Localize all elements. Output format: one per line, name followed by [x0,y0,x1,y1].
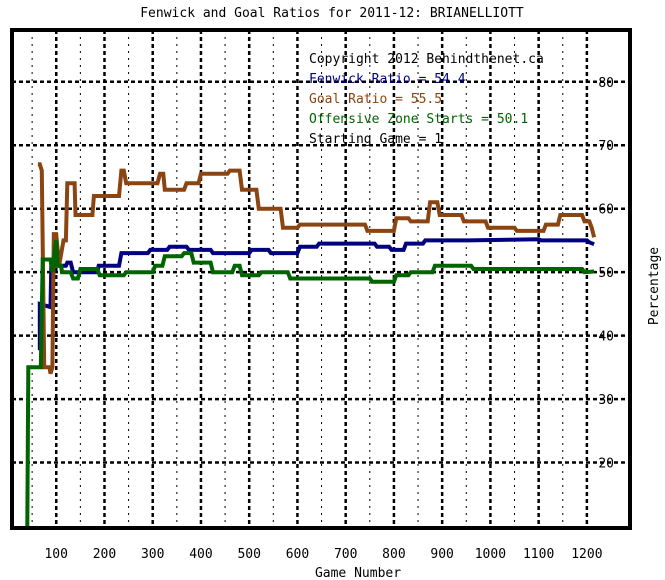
grid [12,30,630,528]
annotations: Copyright 2012 Behindthenet.ca Fenwick Ra… [309,52,544,147]
series-line-offensive-zone-starts [25,240,595,527]
chart-title: Fenwick and Goal Ratios for 2011-12: BRI… [140,6,524,21]
series-line-goal-ratio [37,162,597,375]
x-tick-label: 900 [430,547,453,562]
series-group [25,162,597,527]
x-tick-label: 1200 [571,547,602,562]
x-tick-label: 100 [44,547,67,562]
y-tick-label: 40 [598,330,614,345]
y-tick-label: 60 [598,203,614,218]
annotation-line: Copyright 2012 Behindthenet.ca [309,52,544,67]
y-tick-label: 50 [598,266,614,281]
x-tick-label: 400 [189,547,212,562]
y-axis-label: Percentage [647,247,662,325]
x-tick-label: 1100 [523,547,554,562]
x-tick-labels: 100 200 300 400 500 600 700 800 900 1000 1100 1200 [44,547,602,562]
x-tick-label: 500 [237,547,260,562]
annotation-line: Starting Game = 1 [309,132,442,147]
x-tick-label: 800 [382,547,405,562]
annotation-line: Fenwick Ratio = 54.4 [309,72,466,87]
plot-frame [10,28,632,530]
series-line-fenwick-ratio [37,237,595,351]
y-tick-label: 30 [598,393,614,408]
x-axis-label: Game Number [315,566,401,580]
x-tick-label: 300 [141,547,164,562]
annotation-line: Offensive Zone Starts = 50.1 [309,112,528,127]
y-tick-label: 20 [598,457,614,472]
annotation-line: Goal Ratio = 55.5 [309,92,442,107]
y-tick-label: 70 [598,139,614,154]
y-tick-label: 80 [598,76,614,91]
x-tick-label: 600 [286,547,309,562]
x-tick-label: 1000 [475,547,506,562]
y-tick-labels: 20 30 40 50 60 70 80 [598,76,614,472]
x-tick-label: 700 [334,547,357,562]
x-tick-label: 200 [93,547,116,562]
